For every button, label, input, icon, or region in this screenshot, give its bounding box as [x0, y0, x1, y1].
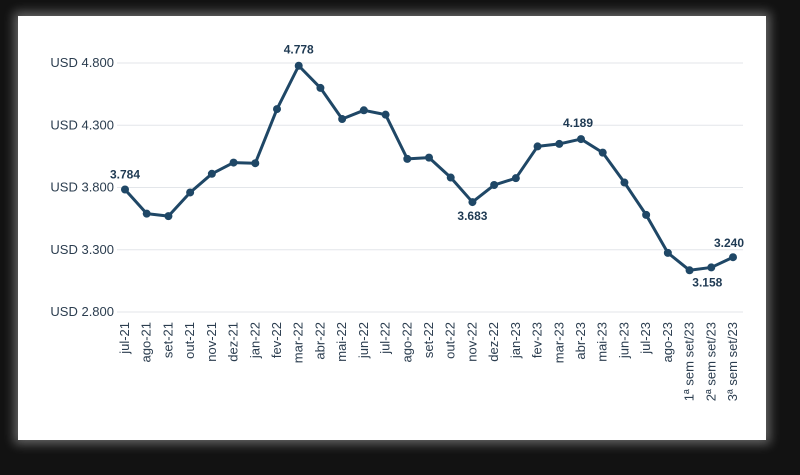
- data-point: [381, 110, 390, 119]
- data-point: [446, 173, 455, 182]
- data-point: [229, 158, 238, 167]
- x-tick-label: mar-22: [291, 322, 306, 363]
- data-label: 3.158: [692, 275, 722, 289]
- x-tick-label: jan-23: [508, 322, 523, 359]
- x-tick-label: nov-21: [204, 322, 219, 362]
- x-tick-label: fev-23: [530, 322, 545, 358]
- data-point: [186, 188, 195, 197]
- x-tick-label: nov-22: [464, 322, 479, 362]
- data-point: [403, 154, 412, 163]
- x-tick-label: abr-22: [312, 322, 327, 360]
- x-tick-label: mai-22: [334, 322, 349, 362]
- series-line: [123, 64, 735, 272]
- x-tick-label: 3ª sem set/23: [725, 322, 740, 401]
- x-tick-label: set-22: [421, 322, 436, 358]
- data-point: [707, 263, 716, 272]
- data-point: [642, 210, 651, 219]
- data-point: [273, 105, 281, 114]
- x-tick-label: ago-22: [399, 322, 414, 362]
- data-point: [685, 266, 694, 275]
- chart-card: USD 2.800 USD 3.300 USD 3.800 USD 4.300 USD …: [18, 16, 766, 440]
- x-tick-label: out-22: [443, 322, 458, 359]
- data-point: [511, 174, 520, 183]
- data-label: 4.778: [284, 43, 314, 57]
- x-tick-label: jul-23: [638, 322, 653, 355]
- x-tick-label: dez-22: [486, 322, 501, 362]
- x-tick-label: set-21: [160, 322, 175, 358]
- x-tick-label: jul-22: [378, 322, 393, 355]
- x-tick-label: ago-23: [660, 322, 675, 362]
- x-tick-label: jan-22: [247, 322, 262, 359]
- data-point: [577, 135, 585, 144]
- data-point: [121, 185, 129, 194]
- x-tick-label: mar-23: [551, 322, 566, 363]
- data-label: 3.683: [457, 209, 487, 223]
- data-point: [620, 178, 629, 187]
- data-point: [555, 139, 564, 148]
- x-tick-label: abr-23: [573, 322, 588, 360]
- x-tick-label: fev-22: [269, 322, 284, 358]
- data-point: [425, 153, 433, 162]
- data-point: [359, 106, 368, 115]
- data-point: [729, 253, 737, 262]
- data-point: [294, 61, 303, 70]
- x-tick-label: dez-21: [226, 322, 241, 362]
- y-tick-label: USD 4.800: [50, 55, 114, 70]
- x-tick-label: ago-21: [139, 322, 154, 362]
- x-tick-label: jul-21: [117, 322, 132, 355]
- data-point: [663, 248, 672, 257]
- data-point: [598, 148, 607, 157]
- data-label: 4.189: [563, 116, 593, 130]
- x-tick-label: jun-22: [356, 322, 371, 359]
- data-label: 3.784: [110, 167, 140, 181]
- x-tick-label: 2ª sem set/23: [703, 322, 718, 401]
- data-point: [316, 83, 325, 92]
- data-point: [533, 142, 542, 151]
- data-point: [142, 209, 151, 218]
- x-tick-label: mai-23: [595, 322, 610, 362]
- data-label: 3.240: [714, 236, 744, 250]
- data-point: [207, 169, 216, 178]
- y-tick-label: USD 2.800: [50, 304, 114, 319]
- y-tick-label: USD 4.300: [50, 117, 114, 132]
- data-point: [164, 212, 173, 221]
- data-point: [251, 159, 260, 168]
- data-point: [338, 115, 347, 124]
- y-tick-label: USD 3.800: [50, 180, 114, 195]
- line-chart: USD 2.800 USD 3.300 USD 3.800 USD 4.300 USD …: [50, 43, 744, 402]
- data-point: [468, 198, 477, 207]
- x-tick-label: out-21: [182, 322, 197, 359]
- y-tick-label: USD 3.300: [50, 242, 114, 257]
- x-tick-label: jun-23: [616, 322, 631, 359]
- x-tick-label: 1ª sem set/23: [682, 322, 697, 401]
- data-point: [490, 181, 499, 190]
